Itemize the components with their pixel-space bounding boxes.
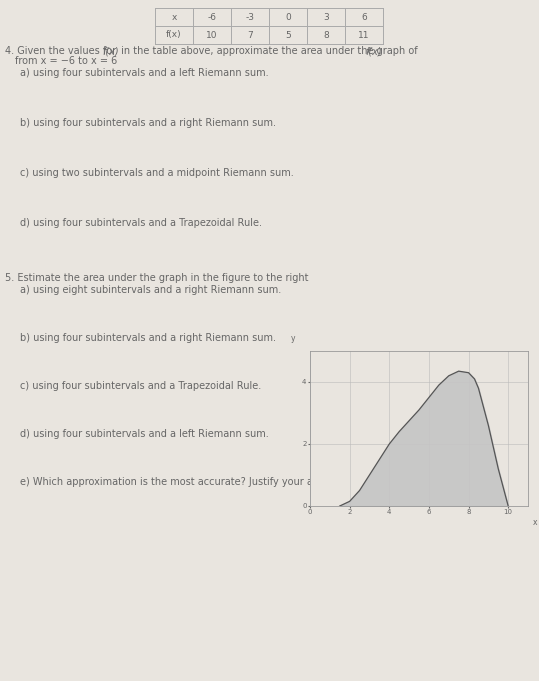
Text: from x = −6 to x = 6: from x = −6 to x = 6 <box>15 56 118 66</box>
Text: f(x): f(x) <box>166 31 182 39</box>
Text: in the table above, approximate the area under the graph of: in the table above, approximate the area… <box>119 46 421 56</box>
Text: a) using four subintervals and a left Riemann sum.: a) using four subintervals and a left Ri… <box>20 68 268 78</box>
Text: 3: 3 <box>323 12 329 22</box>
Text: 5: 5 <box>285 31 291 39</box>
Text: 6: 6 <box>361 12 367 22</box>
Text: 0: 0 <box>285 12 291 22</box>
Text: 11: 11 <box>358 31 370 39</box>
Text: d) using four subintervals and a left Riemann sum.: d) using four subintervals and a left Ri… <box>20 429 269 439</box>
Text: 8: 8 <box>323 31 329 39</box>
Text: a) using eight subintervals and a right Riemann sum.: a) using eight subintervals and a right … <box>20 285 281 295</box>
Text: 7: 7 <box>247 31 253 39</box>
Text: e) Which approximation is the most accurate? Justify your answer.: e) Which approximation is the most accur… <box>20 477 344 487</box>
Text: 4. Given the values for: 4. Given the values for <box>5 46 119 56</box>
Text: c) using four subintervals and a Trapezoidal Rule.: c) using four subintervals and a Trapezo… <box>20 381 261 391</box>
Text: f(x): f(x) <box>365 46 382 56</box>
Text: b) using four subintervals and a right Riemann sum.: b) using four subintervals and a right R… <box>20 118 276 128</box>
Text: x: x <box>533 518 537 527</box>
Text: y: y <box>291 334 295 343</box>
Text: x: x <box>171 12 177 22</box>
Text: -3: -3 <box>245 12 254 22</box>
Text: f(x): f(x) <box>102 46 119 56</box>
Text: c) using two subintervals and a midpoint Riemann sum.: c) using two subintervals and a midpoint… <box>20 168 294 178</box>
Text: d) using four subintervals and a Trapezoidal Rule.: d) using four subintervals and a Trapezo… <box>20 218 262 228</box>
Text: b) using four subintervals and a right Riemann sum.: b) using four subintervals and a right R… <box>20 333 276 343</box>
Text: 5. Estimate the area under the graph in the figure to the right: 5. Estimate the area under the graph in … <box>5 273 308 283</box>
Text: 10: 10 <box>206 31 218 39</box>
Text: -6: -6 <box>208 12 217 22</box>
